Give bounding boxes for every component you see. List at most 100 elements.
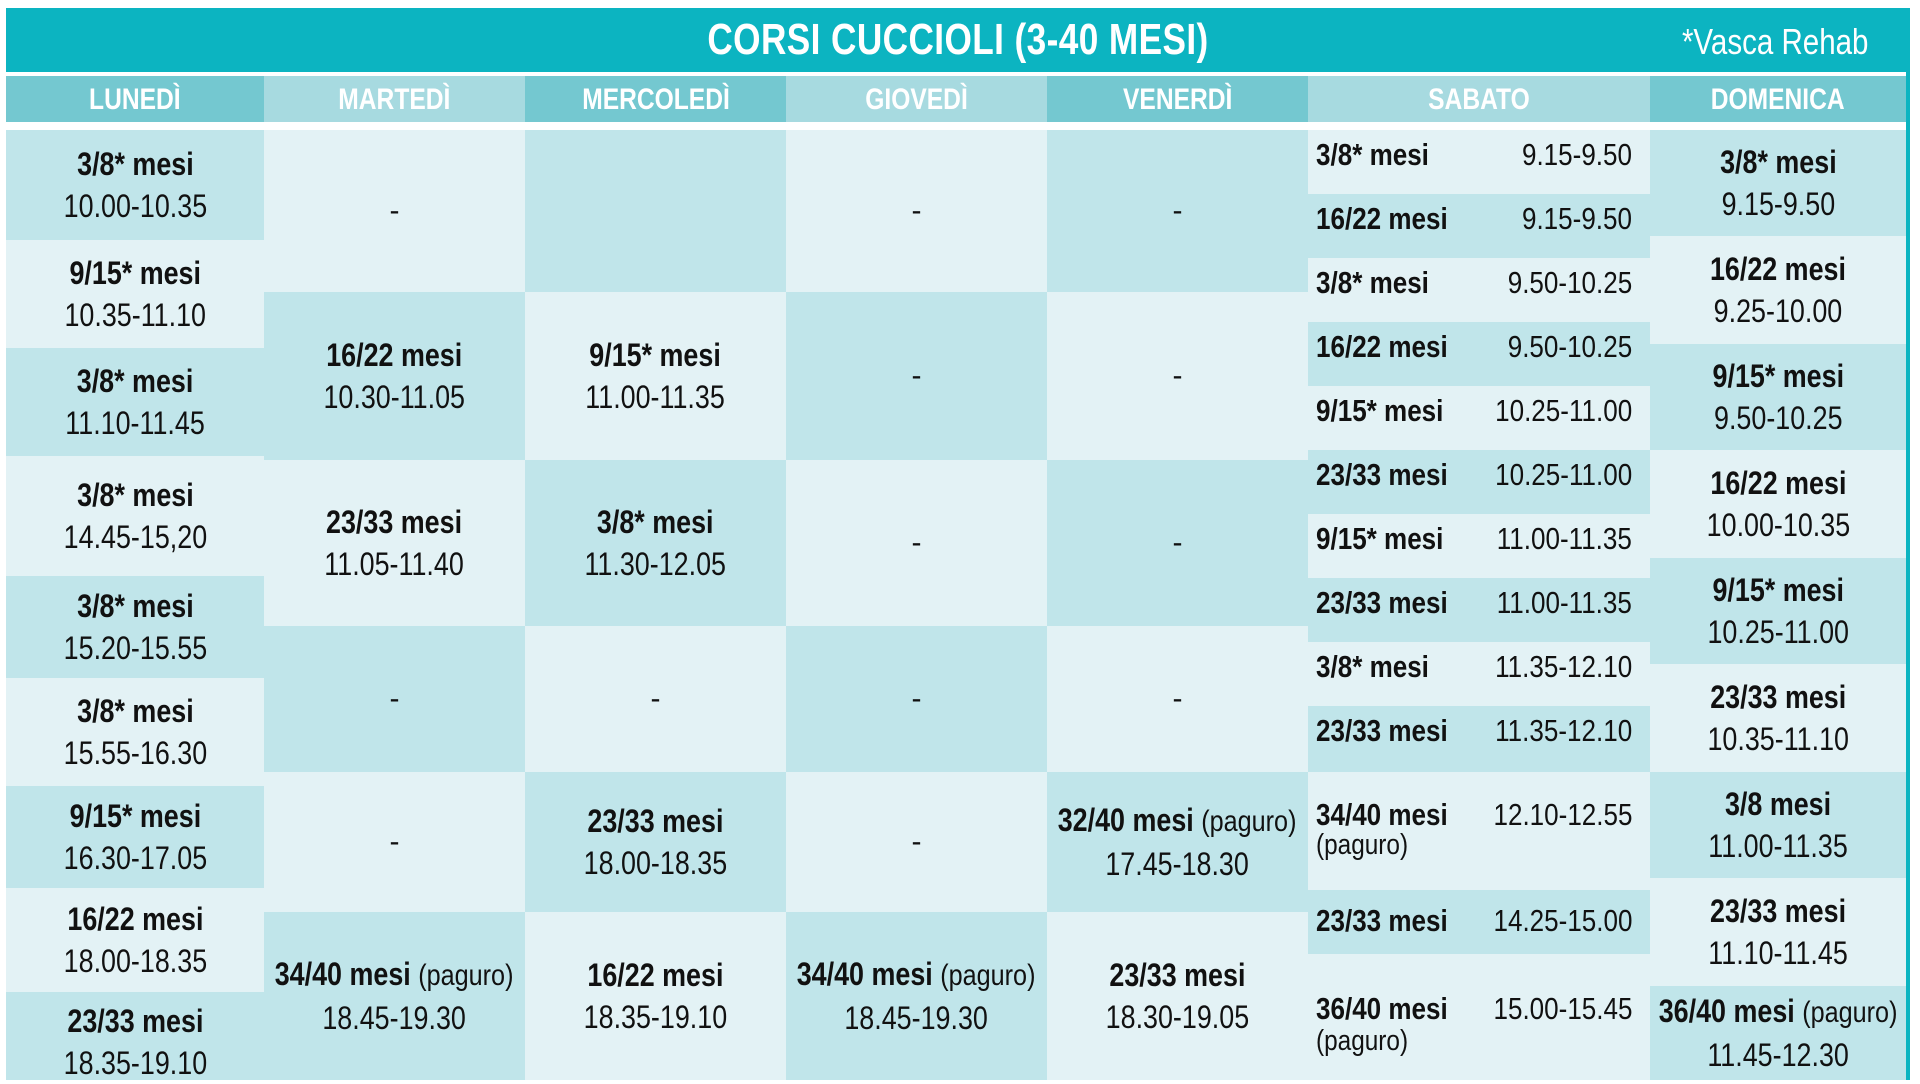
class-group-label: 32/40 mesi	[1058, 802, 1195, 838]
sabato-slot: 34/40 mesi (paguro) 12.10-12.55	[1308, 772, 1650, 890]
paguro-note: (paguro)	[418, 959, 514, 992]
class-time: 10.00-10.35	[1706, 507, 1850, 543]
martedi-slot: 16/22 mesi 10.30-11.05	[264, 292, 525, 460]
class-group: 36/40 mesi	[1316, 991, 1448, 1026]
class-group: 34/40 mesi (paguro)	[797, 953, 1036, 997]
class-group: 23/33 mesi	[1109, 957, 1246, 993]
right-edge-stripe	[1906, 8, 1910, 1080]
domenica-slot: 9/15* mesi 9.50-10.25	[1650, 344, 1906, 450]
lunedi-slot: 16/22 mesi 18.00-18.35	[6, 888, 264, 992]
class-group: 32/40 mesi (paguro)	[1058, 799, 1297, 843]
empty-dash: -	[911, 194, 922, 227]
header-divider	[6, 122, 1910, 130]
rehab-pool-note: *Vasca Rehab	[1681, 21, 1868, 62]
lunedi-slot: 9/15* mesi 16.30-17.05	[6, 786, 264, 888]
class-time: 11.35-12.10	[1494, 713, 1632, 748]
venerdi-empty-slot: -	[1047, 626, 1308, 772]
class-group: 16/22 mesi	[1709, 251, 1847, 287]
mercoledi-slot: 3/8* mesi 11.30-12.05	[525, 460, 786, 626]
header-sabato: SABATO	[1308, 76, 1650, 122]
sabato-slot: 16/22 mesi 9.15-9.50	[1308, 194, 1650, 258]
sabato-slot: 23/33 mesi 14.25-15.00	[1308, 890, 1650, 954]
empty-dash: -	[389, 825, 400, 858]
class-group: 3/8* mesi	[1316, 649, 1429, 684]
class-group: 3/8* mesi	[1316, 265, 1429, 300]
class-group: 3/8* mesi	[597, 504, 714, 540]
domenica-slot: 23/33 mesi 10.35-11.10	[1650, 664, 1906, 772]
giovedi-empty-slot: -	[786, 460, 1047, 626]
class-time: 11.00-11.35	[1496, 585, 1632, 620]
giovedi-empty-slot: -	[786, 130, 1047, 292]
class-group: 16/22 mesi	[66, 901, 204, 937]
class-group: 9/15* mesi	[589, 337, 722, 373]
empty-dash: -	[1172, 526, 1183, 559]
sabato-slot: 3/8* mesi 9.50-10.25	[1308, 258, 1650, 322]
class-group: 23/33 mesi	[1316, 585, 1448, 620]
domenica-slot: 3/8* mesi 9.15-9.50	[1650, 130, 1906, 236]
domenica-slot: 36/40 mesi (paguro) 11.45-12.30	[1650, 986, 1906, 1080]
class-time: 14.45-15,20	[63, 519, 207, 555]
class-time: 17.45-18.30	[1105, 846, 1250, 882]
class-time: 15.00-15.45	[1492, 991, 1632, 1026]
venerdi-empty-slot: -	[1047, 292, 1308, 460]
class-time: 18.00-18.35	[583, 845, 728, 881]
sabato-slot: 23/33 mesi 11.00-11.35	[1308, 578, 1650, 642]
class-time: 18.45-19.30	[322, 1000, 467, 1036]
lunedi-slot: 3/8* mesi 15.20-15.55	[6, 576, 264, 678]
empty-dash: -	[389, 194, 400, 227]
class-group: 23/33 mesi	[1316, 457, 1448, 492]
class-time: 11.05-11.40	[324, 546, 465, 582]
paguro-note: (paguro)	[1201, 805, 1297, 838]
lunedi-slot: 3/8* mesi 11.10-11.45	[6, 348, 264, 456]
martedi-empty-slot: -	[264, 626, 525, 772]
sabato-slot: 3/8* mesi 11.35-12.10	[1308, 642, 1650, 706]
empty-dash: -	[911, 359, 922, 392]
paguro-note: (paguro)	[1316, 1025, 1409, 1057]
mercoledi-blank-slot	[525, 130, 786, 292]
header-domenica-label: DOMENICA	[1711, 83, 1845, 116]
class-time: 10.30-11.05	[323, 379, 466, 415]
venerdi-slot: 23/33 mesi 18.30-19.05	[1047, 912, 1308, 1080]
sabato-slot: 36/40 mesi (paguro) 15.00-15.45	[1308, 954, 1650, 1080]
class-time: 12.10-12.55	[1492, 797, 1632, 832]
class-time: 9.15-9.50	[1721, 186, 1835, 222]
class-time: 11.00-11.35	[1496, 521, 1632, 556]
class-group: 16/22 mesi	[587, 957, 724, 993]
class-time: 15.20-15.55	[63, 630, 207, 666]
class-group: 34/40 mesi	[1316, 797, 1448, 832]
class-time: 14.25-15.00	[1492, 903, 1632, 938]
class-group: 23/33 mesi	[66, 1003, 204, 1039]
sabato-slot: 23/33 mesi 10.25-11.00	[1308, 450, 1650, 514]
giovedi-empty-slot: -	[786, 626, 1047, 772]
header-mercoledi: MERCOLEDÌ	[525, 76, 786, 122]
class-time: 18.45-19.30	[844, 1000, 989, 1036]
class-time: 10.25-11.00	[1494, 457, 1632, 492]
empty-dash: -	[389, 682, 400, 715]
class-group: 3/8 mesi	[1724, 786, 1832, 822]
class-time: 11.00-11.35	[1708, 828, 1848, 864]
title-bar: CORSI CUCCIOLI (3-40 MESI) *Vasca Rehab	[6, 8, 1910, 72]
empty-dash: -	[1172, 359, 1183, 392]
class-time: 18.00-18.35	[63, 943, 207, 979]
domenica-slot: 23/33 mesi 11.10-11.45	[1650, 878, 1906, 986]
class-group-label: 34/40 mesi	[797, 956, 934, 992]
class-group: 3/8* mesi	[76, 477, 194, 513]
class-time: 9.25-10.00	[1713, 293, 1843, 329]
class-time: 9.15-9.50	[1521, 201, 1632, 236]
lunedi-slot: 3/8* mesi 10.00-10.35	[6, 130, 264, 240]
venerdi-slot: 32/40 mesi (paguro) 17.45-18.30	[1047, 772, 1308, 912]
class-time: 11.10-11.45	[65, 405, 205, 441]
class-time: 11.00-11.35	[585, 379, 726, 415]
martedi-empty-slot: -	[264, 772, 525, 912]
class-time: 10.25-11.00	[1494, 393, 1632, 428]
class-group: 9/15* mesi	[69, 798, 201, 834]
venerdi-empty-slot: -	[1047, 130, 1308, 292]
empty-dash: -	[1172, 194, 1183, 227]
empty-dash: -	[911, 825, 922, 858]
class-group: 9/15* mesi	[69, 255, 201, 291]
sabato-slot: 16/22 mesi 9.50-10.25	[1308, 322, 1650, 386]
martedi-empty-slot: -	[264, 130, 525, 292]
giovedi-empty-slot: -	[786, 292, 1047, 460]
martedi-slot: 23/33 mesi 11.05-11.40	[264, 460, 525, 626]
class-group-label: 36/40 mesi	[1658, 993, 1795, 1029]
